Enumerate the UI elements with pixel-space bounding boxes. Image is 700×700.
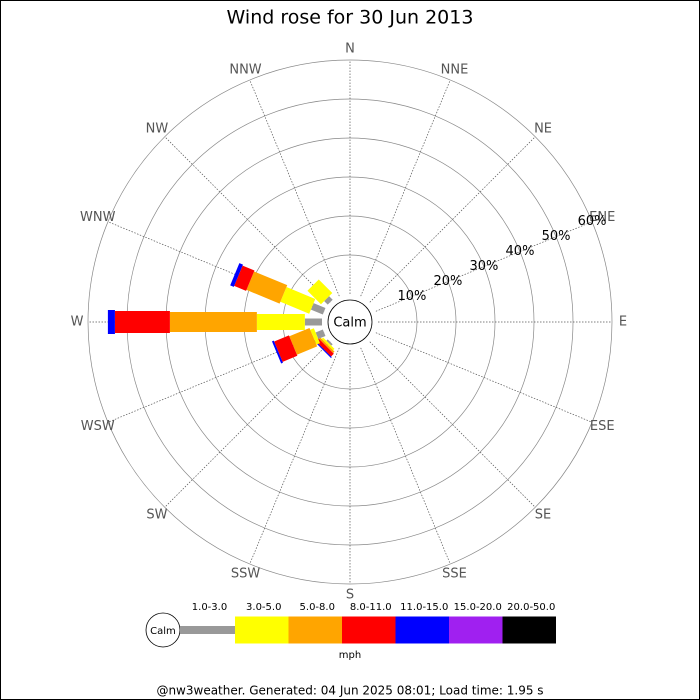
direction-label: ENE (589, 210, 615, 225)
chart-title: Wind rose for 30 Jun 2013 (227, 7, 474, 29)
legend-swatch (502, 616, 556, 644)
bar-segment (256, 314, 305, 330)
bar-segment (315, 329, 326, 339)
spoke (360, 79, 451, 297)
direction-label: NE (534, 121, 552, 136)
direction-bar (307, 279, 333, 305)
ring-label: 20% (433, 274, 462, 289)
direction-label: S (346, 588, 354, 603)
legend-swatch (449, 616, 503, 644)
direction-label: W (71, 315, 84, 330)
direction-bar (271, 327, 326, 364)
bar-segment (304, 318, 322, 326)
legend-label: 8.0-11.0 (350, 602, 392, 613)
bar-segment (271, 340, 283, 364)
bar-segment (315, 338, 334, 357)
bar-segment (280, 287, 316, 314)
direction-label: SW (146, 508, 167, 523)
direction-label: SE (535, 508, 551, 523)
legend-label: 5.0-8.0 (300, 602, 335, 613)
legend-label: 11.0-15.0 (400, 602, 448, 613)
spoke (369, 341, 536, 508)
bar-segment (114, 311, 170, 333)
ring-label: 60% (578, 214, 607, 229)
bar-segment (274, 335, 298, 362)
direction-label: SSE (442, 567, 467, 582)
direction-label: WSW (81, 419, 115, 434)
bar-segment (289, 327, 318, 355)
direction-bar (107, 310, 322, 334)
spoke (249, 347, 340, 565)
direction-label: NW (146, 121, 169, 136)
legend-swatch (235, 616, 289, 644)
calm-circle (327, 299, 373, 345)
spoke (375, 221, 593, 312)
bar-segment (321, 337, 335, 351)
direction-bar (313, 337, 335, 359)
legend-label: 1.0-3.0 (192, 602, 227, 613)
calm-label: Calm (333, 316, 366, 331)
spoke (360, 347, 451, 565)
direction-label: ESE (590, 419, 615, 434)
unit-label: mph (339, 650, 361, 661)
legend-calm-label: Calm (150, 626, 176, 637)
bar-segment (310, 328, 320, 345)
legend-label: 20.0-50.0 (507, 602, 555, 613)
footer: @nw3weather. Generated: 04 Jun 2025 08:0… (156, 684, 543, 698)
direction-label: SSW (231, 567, 261, 582)
direction-bar (230, 263, 326, 315)
legend-label: 15.0-20.0 (454, 602, 502, 613)
legend-swatch (288, 616, 342, 644)
ring-label: 40% (506, 244, 535, 259)
direction-label: NNE (441, 62, 469, 77)
bar-segment (310, 303, 326, 315)
direction-label: WNW (80, 210, 116, 225)
spoke (164, 341, 331, 508)
bar-segment (234, 265, 255, 291)
bar-segment (169, 312, 257, 332)
bar-segment (324, 296, 333, 305)
spoke (164, 136, 331, 303)
legend-label: 3.0-5.0 (246, 602, 281, 613)
bar-segment (246, 271, 288, 304)
bar-segment (230, 263, 243, 287)
bar-segment (307, 279, 333, 305)
direction-label: N (345, 42, 355, 57)
legend-swatch (180, 626, 235, 634)
spoke (375, 332, 593, 423)
direction-label: E (619, 315, 627, 330)
bar-segment (107, 310, 115, 334)
bar-segment (318, 337, 335, 354)
bar-segment (326, 339, 333, 346)
spoke (369, 136, 536, 303)
spoke (249, 79, 340, 297)
bar-segment (313, 340, 332, 359)
legend-swatch (342, 616, 396, 644)
ring-label: 50% (542, 229, 571, 244)
legend-swatch (395, 616, 449, 644)
grid-ring (87, 59, 613, 585)
direction-label: NNW (229, 62, 261, 77)
ring-label: 10% (397, 289, 426, 304)
ring-label: 30% (470, 259, 499, 274)
